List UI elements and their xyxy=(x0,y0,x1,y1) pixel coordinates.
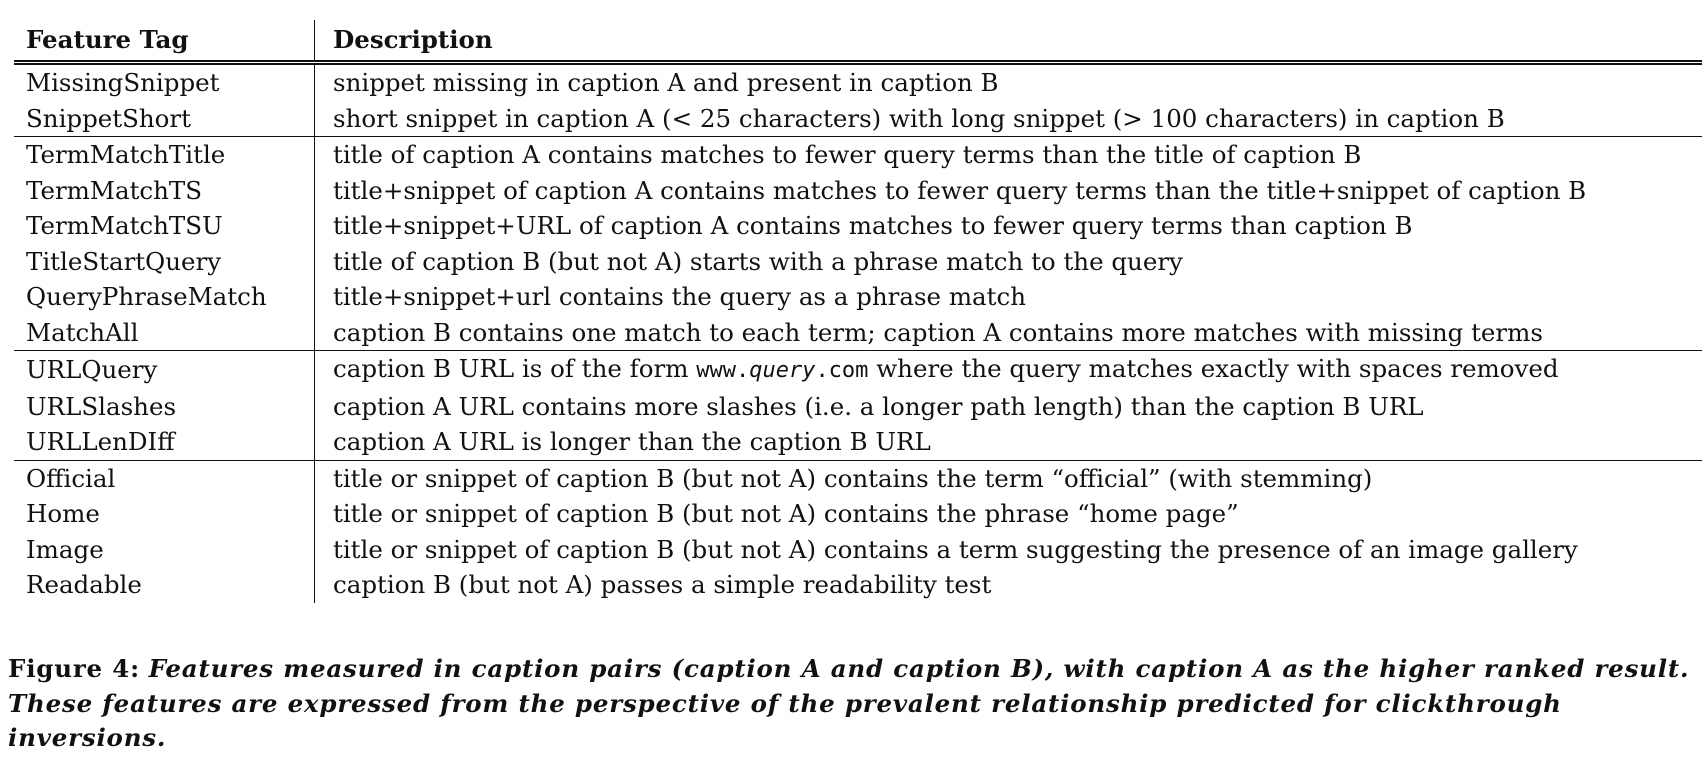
url-code-suffix: .com xyxy=(815,358,869,383)
feature-tag-cell: TermMatchTS xyxy=(14,172,315,208)
feature-tag-cell: QueryPhraseMatch xyxy=(14,279,315,315)
feature-tag-cell: MatchAll xyxy=(14,314,315,351)
table-row: SnippetShort short snippet in caption A … xyxy=(14,100,1702,137)
feature-description-cell: title+snippet+URL of caption A contains … xyxy=(333,211,1413,240)
feature-description-cell: title+snippet of caption A contains matc… xyxy=(333,175,1587,205)
description-text: caption B URL is of the form xyxy=(333,354,697,383)
features-table: Feature Tag Description MissingSnippet s… xyxy=(14,20,1702,603)
feature-description-cell: snippet missing in caption A and present… xyxy=(333,68,999,97)
figure-caption: Figure 4: Features measured in caption p… xyxy=(8,652,1698,756)
feature-tag-cell: URLSlashes xyxy=(14,388,315,424)
feature-description-cell: title of caption A contains matches to f… xyxy=(314,136,1702,173)
features-table-container: Feature Tag Description MissingSnippet s… xyxy=(14,20,1702,603)
table-row: TitleStartQuery title of caption B (but … xyxy=(14,243,1702,279)
table-row: URLSlashes caption A URL contains more s… xyxy=(14,388,1702,424)
feature-description-cell: caption A URL is longer than the caption… xyxy=(333,427,931,456)
feature-description-cell: caption B contains one match to each ter… xyxy=(333,317,1543,347)
table-row: Image title or snippet of caption B (but… xyxy=(14,531,1702,567)
feature-tag-cell: MissingSnippet xyxy=(14,62,315,101)
table-header-row: Feature Tag Description xyxy=(14,20,1702,65)
feature-description-cell: title or snippet of caption B (but not A… xyxy=(314,459,1702,496)
feature-tag-cell: SnippetShort xyxy=(14,100,315,137)
header-description: Description xyxy=(314,20,1702,65)
table-row: TermMatchTitle title of caption A contai… xyxy=(14,136,1702,173)
header-feature-tag: Feature Tag xyxy=(14,20,315,65)
table-row: TermMatchTS title+snippet of caption A c… xyxy=(14,172,1702,208)
feature-description-cell: title+snippet+url contains the query as … xyxy=(333,282,1027,311)
feature-tag-cell: TermMatchTSU xyxy=(14,208,315,244)
url-code-prefix: www. xyxy=(696,358,750,383)
feature-description-cell: title of caption B (but not A) starts wi… xyxy=(333,246,1183,276)
feature-description-cell: short snippet in caption A (< 25 charact… xyxy=(333,103,1505,133)
feature-tag-cell: Readable xyxy=(14,567,315,603)
feature-description-cell: caption B URL is of the form www.query.c… xyxy=(314,350,1702,389)
figure-caption-text: Features measured in caption pairs (capt… xyxy=(8,654,1690,752)
feature-tag-cell: Image xyxy=(14,531,315,567)
feature-tag-cell: URLLenDIff xyxy=(14,424,315,460)
description-text: where the query matches exactly with spa… xyxy=(868,354,1559,383)
url-code-query: query xyxy=(749,358,816,383)
table-row: MissingSnippet snippet missing in captio… xyxy=(14,62,1702,101)
feature-tag-cell: Home xyxy=(14,496,315,532)
feature-description-cell: caption A URL contains more slashes (i.e… xyxy=(333,391,1424,421)
table-row: URLLenDIff caption A URL is longer than … xyxy=(14,424,1702,460)
feature-tag-cell: URLQuery xyxy=(14,350,315,389)
feature-description-cell: caption B (but not A) passes a simple re… xyxy=(333,570,992,599)
feature-tag-cell: TitleStartQuery xyxy=(14,243,315,279)
table-row: Home title or snippet of caption B (but … xyxy=(14,496,1702,532)
feature-tag-cell: TermMatchTitle xyxy=(14,136,315,173)
feature-description-cell: title or snippet of caption B (but not A… xyxy=(333,499,1239,528)
table-row: Readable caption B (but not A) passes a … xyxy=(14,567,1702,603)
figure-label: Figure 4: xyxy=(8,654,140,683)
table-row: URLQuery caption B URL is of the form ww… xyxy=(14,350,1702,389)
feature-tag-cell: Official xyxy=(14,459,315,496)
table-row: Official title or snippet of caption B (… xyxy=(14,459,1702,496)
table-row: QueryPhraseMatch title+snippet+url conta… xyxy=(14,279,1702,315)
table-row: MatchAll caption B contains one match to… xyxy=(14,314,1702,351)
feature-description-cell: title or snippet of caption B (but not A… xyxy=(333,534,1578,564)
table-row: TermMatchTSU title+snippet+URL of captio… xyxy=(14,208,1702,244)
